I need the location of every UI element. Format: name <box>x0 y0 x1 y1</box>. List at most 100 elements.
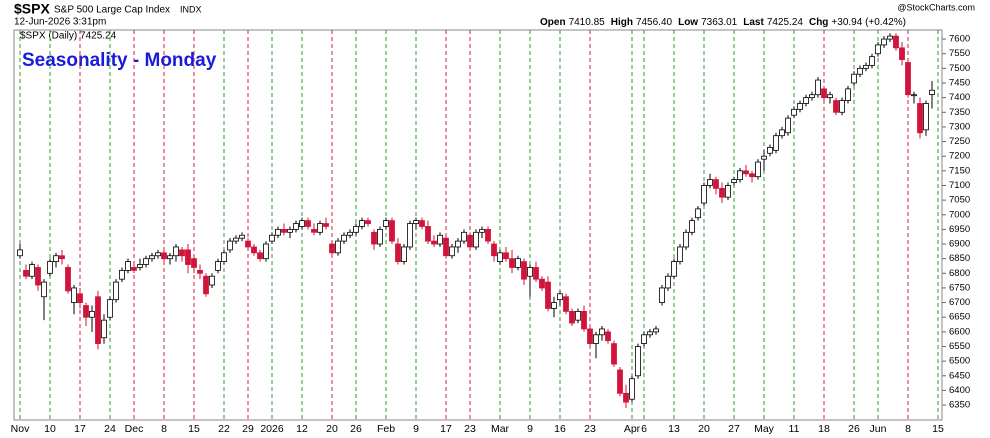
stat-label: High <box>611 17 633 28</box>
candle-body <box>701 185 707 204</box>
candle-body <box>473 231 479 248</box>
x-tick-label: 10 <box>44 423 56 435</box>
candle-body <box>395 243 401 262</box>
candle-body <box>659 287 665 303</box>
stat-label: Open <box>540 17 566 28</box>
x-tick-label: 13 <box>668 423 680 435</box>
candle-body <box>683 231 689 248</box>
candle-body <box>611 343 617 365</box>
y-tick-label: 7300 <box>949 121 970 132</box>
candle-body <box>695 208 701 219</box>
candle-body <box>419 220 425 227</box>
candle-body <box>443 237 449 257</box>
candle-body <box>509 258 515 268</box>
x-tick-label: Jun <box>870 423 887 435</box>
candle-body <box>851 73 857 84</box>
candle-body <box>425 226 431 242</box>
candle-body <box>539 278 545 289</box>
candle-body <box>737 170 743 181</box>
y-tick-label: 7550 <box>949 48 970 59</box>
y-tick-label: 6700 <box>949 297 970 308</box>
candle-body <box>245 240 251 248</box>
candle-body <box>287 228 293 233</box>
candle-body <box>599 328 605 336</box>
legend: $SPX (Daily) 7425.24 <box>20 31 117 42</box>
candle-body <box>887 35 893 40</box>
price-stats: Open 7410.85 High 7456.40 Low 7363.01 Last 7425… <box>540 17 906 28</box>
candle-body <box>77 293 83 303</box>
candle-body <box>113 281 119 301</box>
candle-body <box>17 249 23 257</box>
candle-body <box>185 249 191 265</box>
candle-body <box>137 264 143 268</box>
candle-body <box>389 220 395 242</box>
candle-body <box>635 346 641 377</box>
candle-body <box>173 246 179 257</box>
candle-body <box>107 299 113 318</box>
y-tick-label: 6350 <box>949 400 970 411</box>
candle-body <box>881 38 887 46</box>
candle-body <box>347 231 353 236</box>
y-tick-label: 6500 <box>949 356 970 367</box>
candle-body <box>899 47 905 60</box>
x-tick-label: 8 <box>161 423 167 435</box>
index-name: S&P 500 Large Cap Index <box>54 5 170 16</box>
x-tick-label: 8 <box>905 423 911 435</box>
candle-body <box>365 220 371 224</box>
candle-body <box>461 231 467 242</box>
candle-body <box>131 267 137 271</box>
candle-body <box>269 234 275 242</box>
candle-body <box>917 103 923 134</box>
candle-body <box>341 234 347 242</box>
candle-body <box>815 79 821 96</box>
candle-body <box>125 261 131 271</box>
candle-body <box>293 223 299 230</box>
candle-body <box>791 108 797 116</box>
candle-body <box>323 223 329 227</box>
candle-body <box>593 334 599 344</box>
stat-label: Low <box>678 17 698 28</box>
candle-body <box>119 269 125 280</box>
candle-body <box>845 88 851 101</box>
date: 12-Jun-2026 3:31pm <box>14 17 106 28</box>
candle-body <box>581 310 587 330</box>
candle-body <box>821 88 827 99</box>
y-tick-label: 6800 <box>949 268 970 279</box>
candle-body <box>437 234 443 245</box>
candle-body <box>305 220 311 227</box>
y-tick-label: 7050 <box>949 195 970 206</box>
candle-body <box>167 255 173 260</box>
x-tick-label: Feb <box>377 423 395 435</box>
stat-value: 7363.01 <box>701 17 738 28</box>
candle-body <box>803 97 809 104</box>
candle-body <box>773 135 779 151</box>
candle-body <box>827 94 833 99</box>
source: @StockCharts.com <box>897 2 975 12</box>
candle-body <box>833 100 839 113</box>
candle-body <box>893 35 899 49</box>
candle-body <box>29 264 35 277</box>
y-tick-label: 7100 <box>949 180 970 191</box>
candle-body <box>233 237 239 242</box>
x-tick-label: 27 <box>728 423 740 435</box>
candle-body <box>359 220 365 227</box>
x-tick-label: 6 <box>641 423 647 435</box>
x-tick-label: 15 <box>188 423 200 435</box>
candle-body <box>353 226 359 233</box>
candle-body <box>95 296 101 344</box>
candle-body <box>839 100 845 113</box>
candle-body <box>533 267 539 280</box>
candle-body <box>371 231 377 245</box>
x-tick-label: 29 <box>242 423 254 435</box>
x-tick-label: 16 <box>554 423 566 435</box>
candle-body <box>41 281 47 298</box>
candle-body <box>725 185 731 198</box>
candle-body <box>551 302 557 309</box>
candle-body <box>521 261 527 280</box>
x-tick-label: 23 <box>464 423 476 435</box>
candle-body <box>569 310 575 324</box>
x-tick-label: 20 <box>326 423 338 435</box>
y-tick-label: 6600 <box>949 326 970 337</box>
candle-body <box>785 117 791 134</box>
